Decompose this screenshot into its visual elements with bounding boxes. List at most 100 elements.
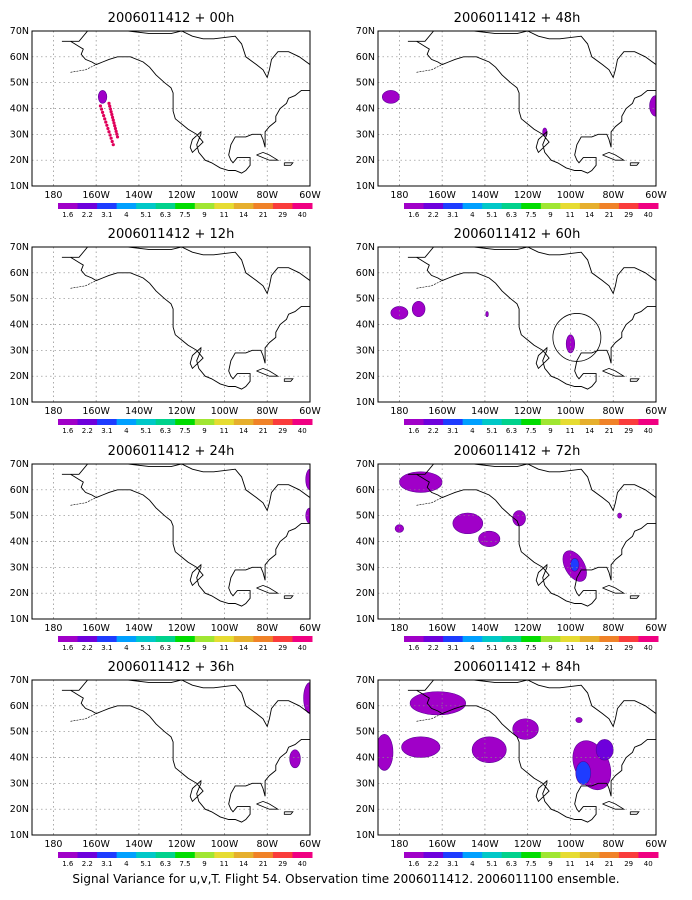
colorbar-label: 7.5 xyxy=(179,644,190,652)
map-frame xyxy=(31,246,311,403)
lon-tick-label: 160W xyxy=(82,623,110,634)
variance-contour xyxy=(390,306,409,320)
lon-tick-label: 120W xyxy=(168,406,196,417)
lon-tick-label: 100W xyxy=(557,623,585,634)
colorbar-label: 7.5 xyxy=(525,427,536,435)
lon-tick-label: 80W xyxy=(602,839,624,850)
colorbar-label: 5.1 xyxy=(140,644,151,652)
lat-tick-label: 40N xyxy=(356,537,375,548)
colorbar-label: 1.6 xyxy=(408,860,420,868)
lon-tick-label: 160W xyxy=(82,190,110,201)
colorbar-label: 21 xyxy=(605,211,614,219)
lon-tick-label: 60W xyxy=(299,623,321,634)
colorbar-label: 4 xyxy=(124,211,129,219)
variance-contour xyxy=(595,739,614,761)
map-panel: 2006011412 + 72h 10N 20N 30N 40N 50N 60N 70N 180… xyxy=(356,444,668,652)
colorbar-label: 29 xyxy=(624,860,633,868)
variance-contour xyxy=(289,749,301,769)
colorbar-label: 40 xyxy=(644,427,653,435)
colorbar-label: 21 xyxy=(605,427,614,435)
variance-contour xyxy=(381,90,400,104)
lon-tick-label: 60W xyxy=(645,190,667,201)
lon-tick-label: 60W xyxy=(645,839,667,850)
variance-contour xyxy=(401,736,441,758)
colorbar-label: 5.1 xyxy=(486,427,497,435)
lon-tick-label: 180 xyxy=(390,406,408,417)
colorbar-label: 40 xyxy=(298,211,307,219)
colorbar-label: 14 xyxy=(239,211,248,219)
lat-tick-label: 10N xyxy=(10,181,29,192)
lat-tick-label: 50N xyxy=(356,294,375,305)
colorbar-label: 1.6 xyxy=(408,427,420,435)
colorbar: 1.6 2.2 3.1 4 5.1 6.3 7.5 9 11 14 21 29 40 xyxy=(58,636,313,652)
colorbar-label: 6.3 xyxy=(160,211,171,219)
lon-tick-label: 120W xyxy=(514,406,542,417)
lon-tick-label: 120W xyxy=(514,839,542,850)
lat-tick-label: 20N xyxy=(356,804,375,815)
colorbar-label: 11 xyxy=(220,860,229,868)
lat-tick-label: 60N xyxy=(356,52,375,63)
colorbar-label: 2.2 xyxy=(428,860,439,868)
lat-tick-label: 20N xyxy=(10,371,29,382)
colorbar-label: 1.6 xyxy=(62,427,74,435)
variance-contour xyxy=(452,512,484,535)
colorbar-label: 7.5 xyxy=(525,644,536,652)
colorbar-label: 11 xyxy=(220,427,229,435)
colorbar-label: 21 xyxy=(259,860,268,868)
colorbar-label: 9 xyxy=(202,427,206,435)
panel-title: 2006011412 + 00h xyxy=(108,11,235,26)
map-panel: 2006011412 + 84h 10N 20N 30N 40N 50N 60N 70N 180… xyxy=(356,660,668,868)
lon-tick-label: 100W xyxy=(557,839,585,850)
panel-title: 2006011412 + 72h xyxy=(454,444,581,459)
lat-tick-label: 40N xyxy=(10,537,29,548)
lat-tick-label: 50N xyxy=(10,294,29,305)
lon-tick-label: 80W xyxy=(602,406,624,417)
lat-tick-label: 50N xyxy=(10,511,29,522)
coastline xyxy=(61,680,310,823)
lat-tick-label: 10N xyxy=(356,830,375,841)
colorbar-label: 21 xyxy=(259,211,268,219)
map-frame xyxy=(377,463,657,620)
lat-tick-label: 30N xyxy=(10,129,29,140)
panel-title: 2006011412 + 60h xyxy=(454,227,581,242)
lon-tick-label: 120W xyxy=(168,623,196,634)
map-frame xyxy=(377,246,657,403)
colorbar-label: 11 xyxy=(566,860,575,868)
colorbar-label: 5.1 xyxy=(140,427,151,435)
colorbar-label: 9 xyxy=(202,644,206,652)
variance-contour xyxy=(303,682,310,714)
colorbar-label: 21 xyxy=(605,644,614,652)
colorbar-label: 9 xyxy=(548,860,552,868)
map-panel: 2006011412 + 12h 10N 20N 30N 40N 50N 60N 70N 180… xyxy=(10,227,322,435)
colorbar-label: 14 xyxy=(239,644,248,652)
lat-tick-label: 30N xyxy=(356,778,375,789)
colorbar-label: 4 xyxy=(470,211,475,219)
variance-contour xyxy=(570,557,580,572)
lat-tick-label: 50N xyxy=(10,727,29,738)
colorbar-label: 1.6 xyxy=(408,644,420,652)
coastline xyxy=(61,464,310,607)
lat-tick-label: 70N xyxy=(10,26,29,37)
variance-contour xyxy=(471,736,507,763)
colorbar-label: 40 xyxy=(298,860,307,868)
colorbar-label: 2.2 xyxy=(82,860,93,868)
lon-tick-label: 80W xyxy=(256,839,278,850)
lat-tick-label: 40N xyxy=(356,320,375,331)
colorbar: 1.6 2.2 3.1 4 5.1 6.3 7.5 9 11 14 21 29 40 xyxy=(58,852,313,868)
lon-tick-label: 140W xyxy=(125,190,153,201)
lat-tick-label: 30N xyxy=(356,345,375,356)
coastline xyxy=(407,680,656,823)
lat-tick-label: 30N xyxy=(356,129,375,140)
colorbar-label: 4 xyxy=(470,860,475,868)
colorbar-label: 3.1 xyxy=(447,427,458,435)
lon-tick-label: 160W xyxy=(428,190,456,201)
colorbar-label: 21 xyxy=(605,860,614,868)
lon-tick-label: 80W xyxy=(602,623,624,634)
lat-tick-label: 70N xyxy=(356,242,375,253)
colorbar-label: 2.2 xyxy=(82,427,93,435)
colorbar: 1.6 2.2 3.1 4 5.1 6.3 7.5 9 11 14 21 29 40 xyxy=(404,852,659,868)
lon-tick-label: 80W xyxy=(256,406,278,417)
map-panel: 2006011412 + 36h 10N 20N 30N 40N 50N 60N 70N 180… xyxy=(10,660,322,868)
colorbar-label: 5.1 xyxy=(486,211,497,219)
lat-tick-label: 10N xyxy=(356,181,375,192)
